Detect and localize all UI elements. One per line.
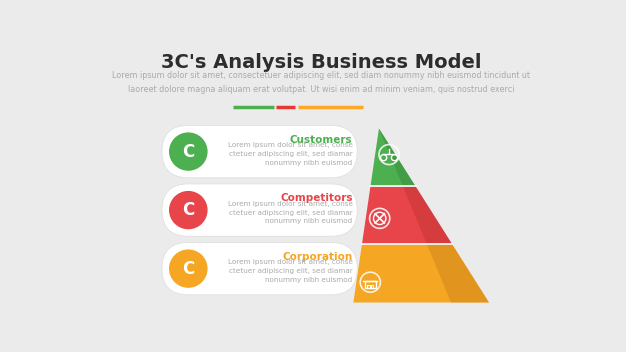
Text: Lorem ipsum dolor sit amet, consectetuer adipiscing elit, sed diam nonummy nibh : Lorem ipsum dolor sit amet, consectetuer… [112, 71, 530, 94]
Text: Lorem ipsum dolor sit amet, conse
ctetuer adipiscing elit, sed diamar
nonummy ni: Lorem ipsum dolor sit amet, conse ctetue… [228, 201, 352, 224]
Circle shape [170, 191, 207, 228]
Polygon shape [362, 187, 453, 245]
Text: Customers: Customers [290, 134, 352, 145]
Polygon shape [379, 128, 416, 187]
Bar [367, 284, 369, 288]
Bar [371, 284, 373, 288]
FancyBboxPatch shape [162, 243, 357, 295]
Polygon shape [371, 128, 416, 187]
Polygon shape [427, 245, 489, 302]
Polygon shape [353, 245, 489, 302]
Polygon shape [403, 187, 453, 245]
Text: Competitors: Competitors [280, 193, 352, 203]
Circle shape [170, 133, 207, 170]
Text: Corporation: Corporation [282, 252, 352, 262]
Text: Lorem ipsum dolor sit amet, conse
ctetuer adipiscing elit, sed diamar
nonummy ni: Lorem ipsum dolor sit amet, conse ctetue… [228, 142, 352, 166]
Bar [365, 281, 376, 288]
Text: C: C [182, 260, 195, 278]
Text: C: C [182, 201, 195, 219]
Text: C: C [182, 143, 195, 161]
Circle shape [170, 250, 207, 287]
FancyBboxPatch shape [162, 184, 357, 236]
Text: 3C's Analysis Business Model: 3C's Analysis Business Model [161, 53, 481, 72]
FancyBboxPatch shape [162, 125, 357, 178]
Text: Lorem ipsum dolor sit amet, conse
ctetuer adipiscing elit, sed diamar
nonummy ni: Lorem ipsum dolor sit amet, conse ctetue… [228, 259, 352, 283]
